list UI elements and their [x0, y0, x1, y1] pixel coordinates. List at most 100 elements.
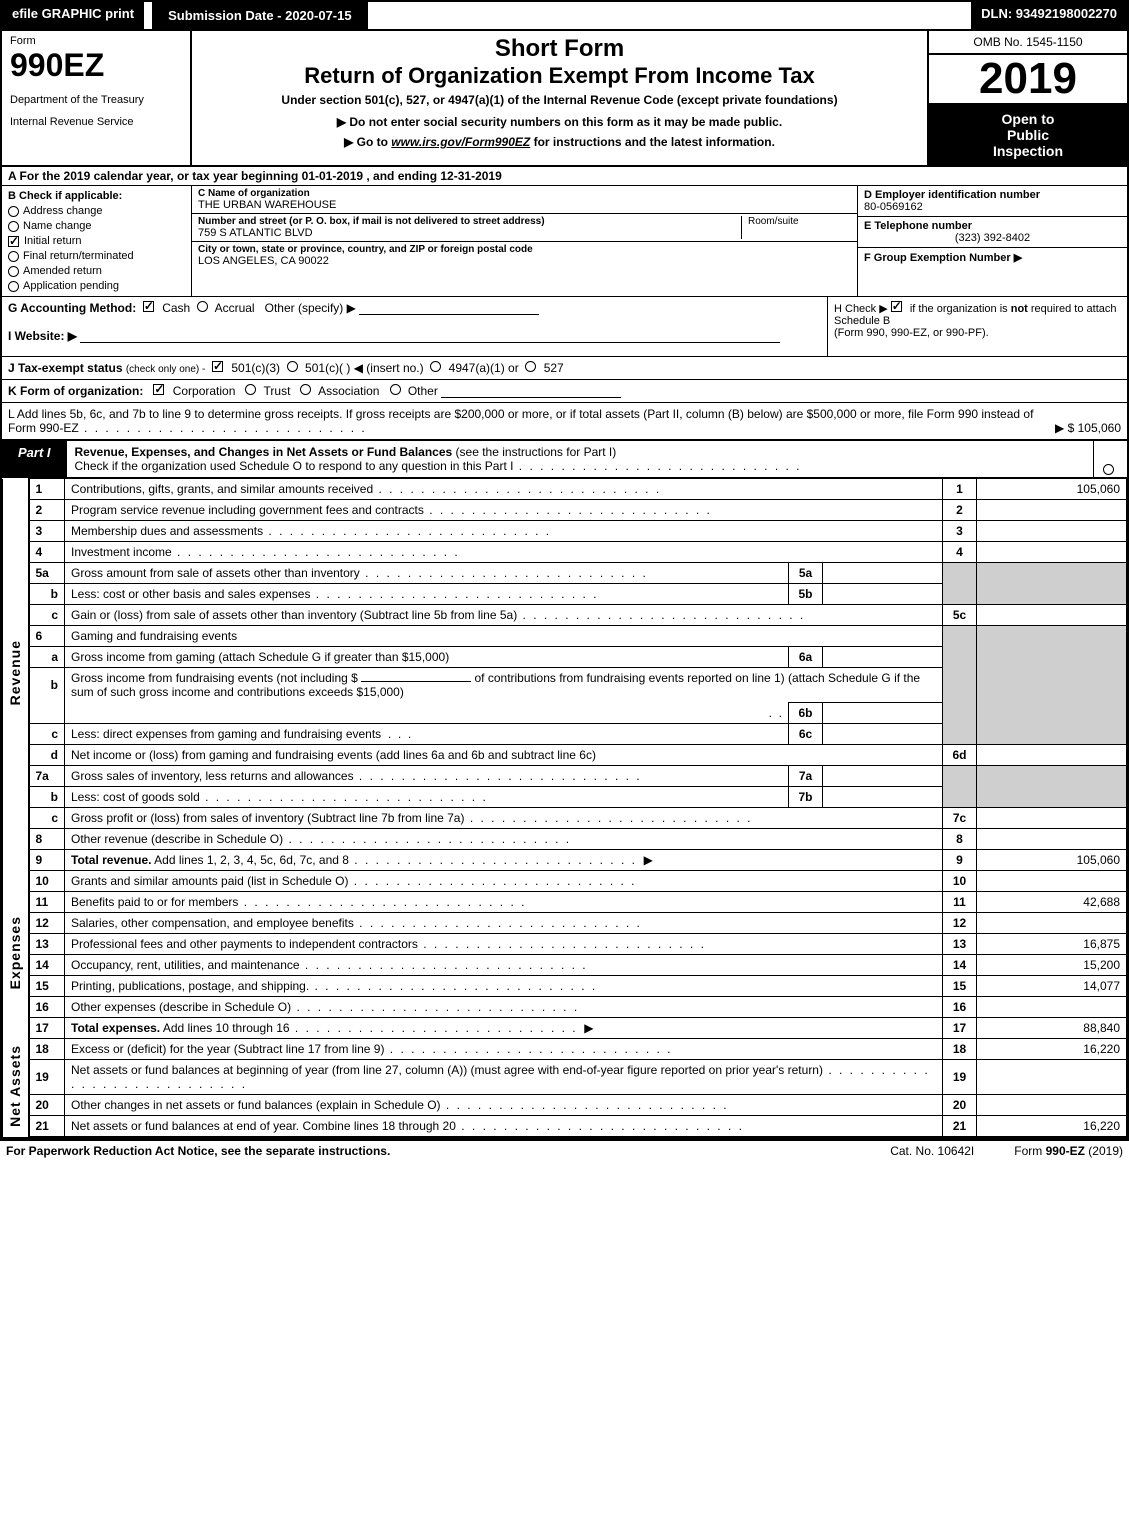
col-no: 3 [943, 521, 977, 542]
col-no: 16 [943, 997, 977, 1018]
line-no: c [29, 605, 65, 626]
side-netassets-label: Net Assets [7, 1045, 23, 1127]
table-row: 15 Printing, publications, postage, and … [3, 976, 1127, 997]
checkbox-icon[interactable] [153, 384, 164, 395]
leader-dots [300, 958, 588, 972]
col-val-grey [977, 584, 1127, 605]
desc-text: Add lines 1, 2, 3, 4, 5c, 6d, 7c, and 8 [151, 853, 348, 867]
chk-initial-return[interactable]: Initial return [8, 235, 185, 247]
part-i-check-cell[interactable] [1093, 441, 1127, 477]
j-label: J Tax-exempt status [8, 361, 123, 375]
checkbox-icon[interactable] [891, 301, 902, 312]
form-subtitle: Under section 501(c), 527, or 4947(a)(1)… [202, 93, 917, 107]
line-no: 17 [29, 1018, 65, 1039]
desc-text: Gross amount from sale of assets other t… [71, 566, 360, 580]
room-suite-label: Room/suite [741, 216, 851, 239]
leader-dots [349, 853, 637, 867]
leader-dots [283, 832, 571, 846]
col-val: 105,060 [977, 479, 1127, 500]
box-e: E Telephone number (323) 392-8402 [858, 217, 1127, 248]
street-row: Number and street (or P. O. box, if mail… [192, 214, 857, 242]
k-other-input[interactable] [441, 386, 621, 398]
leader-dots [200, 790, 488, 804]
radio-icon[interactable] [525, 361, 536, 372]
col-val: 15,200 [977, 955, 1127, 976]
radio-icon[interactable] [287, 361, 298, 372]
table-row: 2 Program service revenue including gove… [3, 500, 1127, 521]
instructions-link[interactable]: www.irs.gov/Form990EZ [391, 135, 530, 149]
h-text2: if the organization is [910, 303, 1011, 315]
leader-dots [291, 1000, 579, 1014]
col-no-grey [943, 703, 977, 724]
table-row: 14 Occupancy, rent, utilities, and maint… [3, 955, 1127, 976]
efile-print-label[interactable]: efile GRAPHIC print [2, 2, 144, 29]
desc-text: Printing, publications, postage, and shi… [71, 979, 309, 993]
row-l: L Add lines 5b, 6c, and 7b to line 9 to … [2, 403, 1127, 441]
col-no-grey [943, 766, 977, 787]
checkbox-icon[interactable] [143, 301, 154, 312]
chk-final-return[interactable]: Final return/terminated [8, 250, 185, 262]
line-desc: Gross income from fundraising events (no… [65, 668, 943, 703]
line-no-blank [29, 703, 65, 724]
radio-icon[interactable] [197, 301, 208, 312]
desc-text: Less: direct expenses from gaming and fu… [71, 727, 381, 741]
radio-icon[interactable] [430, 361, 441, 372]
line-no: 5a [29, 563, 65, 584]
table-row: b Less: cost of goods sold 7b [3, 787, 1127, 808]
radio-icon[interactable] [300, 384, 311, 395]
chk-address-change[interactable]: Address change [8, 205, 185, 217]
line-no: 9 [29, 850, 65, 871]
desc-text: Benefits paid to or for members [71, 895, 238, 909]
table-row: 19 Net assets or fund balances at beginn… [3, 1060, 1127, 1095]
desc-text: Professional fees and other payments to … [71, 937, 418, 951]
leader-dots [464, 811, 752, 825]
checkbox-icon[interactable] [212, 361, 223, 372]
col-no: 12 [943, 913, 977, 934]
line-desc: Other revenue (describe in Schedule O) [65, 829, 943, 850]
street-label: Number and street (or P. O. box, if mail… [198, 216, 741, 227]
line-desc: Net assets or fund balances at end of ye… [65, 1116, 943, 1137]
leader-dots [441, 1098, 729, 1112]
line-no: 8 [29, 829, 65, 850]
chk-application-pending[interactable]: Application pending [8, 280, 185, 292]
line-no: b [29, 787, 65, 808]
instructions-line: ▶ Go to www.irs.gov/Form990EZ for instru… [202, 135, 917, 149]
desc-text: Less: cost or other basis and sales expe… [71, 587, 310, 601]
g-other-input[interactable] [359, 303, 539, 315]
contrib-amount-input[interactable] [361, 681, 471, 682]
website-input[interactable] [80, 331, 780, 343]
line-no: 12 [29, 913, 65, 934]
chk-name-change[interactable]: Name change [8, 220, 185, 232]
line-no: 6 [29, 626, 65, 647]
radio-icon[interactable] [390, 384, 401, 395]
radio-icon[interactable] [245, 384, 256, 395]
desc-text: Membership dues and assessments [71, 524, 263, 538]
desc-text: Other revenue (describe in Schedule O) [71, 832, 283, 846]
leader-dots [309, 979, 597, 993]
chk-amended[interactable]: Amended return [8, 265, 185, 277]
line-no: 14 [29, 955, 65, 976]
go-pre: ▶ Go to [344, 135, 391, 149]
ein-label: D Employer identification number [864, 189, 1121, 201]
col-val: 105,060 [977, 850, 1127, 871]
chk-label: Application pending [23, 280, 119, 292]
header-right: OMB No. 1545-1150 2019 Open to Public In… [927, 31, 1127, 165]
table-row: 12 Salaries, other compensation, and emp… [3, 913, 1127, 934]
line-desc: Gross amount from sale of assets other t… [65, 563, 789, 584]
city-row: City or town, state or province, country… [192, 242, 857, 269]
mini-no: 6c [789, 724, 823, 745]
col-val [977, 500, 1127, 521]
mini-val [823, 703, 943, 724]
part-i-check-line: Check if the organization used Schedule … [75, 459, 514, 473]
col-no: 11 [943, 892, 977, 913]
col-val [977, 829, 1127, 850]
part-i-note: (see the instructions for Part I) [456, 445, 617, 459]
line-desc: Net assets or fund balances at beginning… [65, 1060, 943, 1095]
chk-label: Address change [23, 205, 103, 217]
table-row: Net Assets 18 Excess or (deficit) for th… [3, 1039, 1127, 1060]
desc-text: Gain or (loss) from sale of assets other… [71, 608, 517, 622]
ssn-warning: ▶ Do not enter social security numbers o… [202, 115, 917, 129]
col-no: 6d [943, 745, 977, 766]
leader-dots [517, 608, 805, 622]
table-row: b Less: cost or other basis and sales ex… [3, 584, 1127, 605]
